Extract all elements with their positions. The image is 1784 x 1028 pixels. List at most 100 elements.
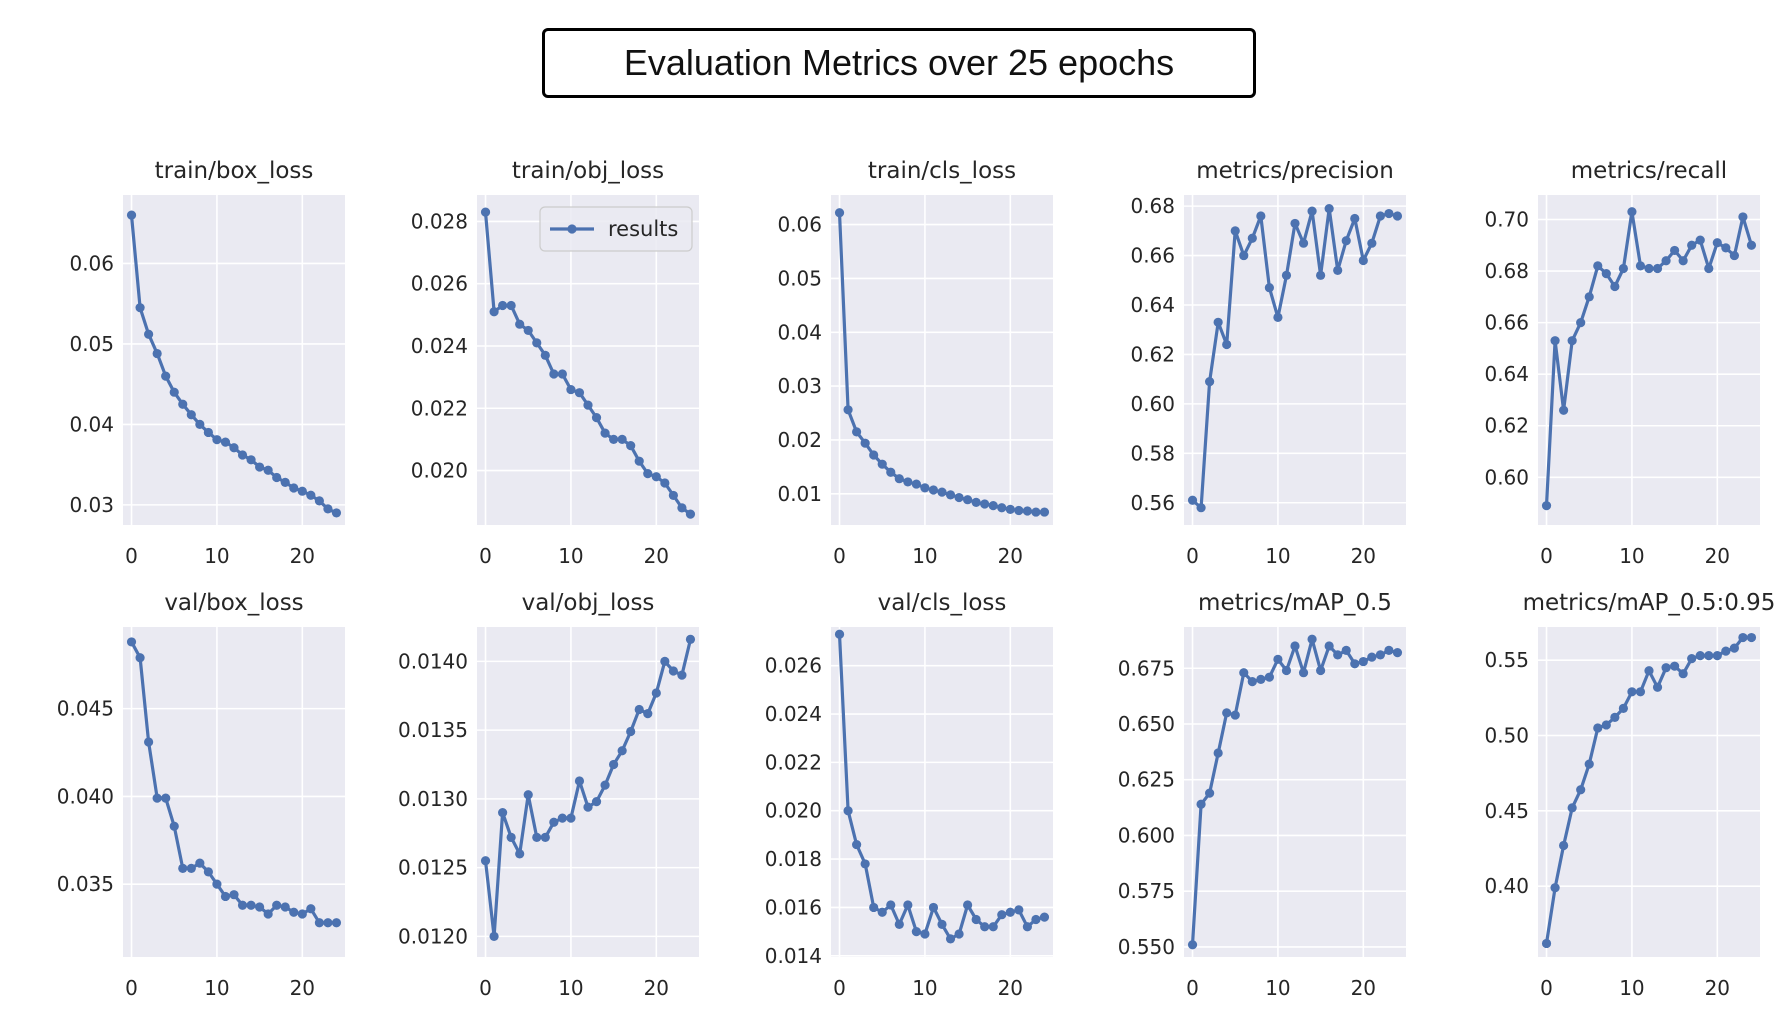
data-point [1627, 687, 1637, 697]
data-point [1584, 292, 1594, 302]
y-tick-label: 0.45 [1484, 799, 1529, 823]
data-point [566, 813, 576, 823]
data-point [1652, 682, 1663, 692]
data-point [1601, 269, 1611, 279]
y-tick-label: 0.60 [1484, 465, 1529, 489]
legend: results [539, 206, 693, 252]
data-point [1375, 211, 1385, 221]
data-point [634, 456, 644, 466]
panel-val-box-loss: 0 10 20 0.035 0.040 0.045 val/box_loss [57, 590, 345, 1000]
data-point [1644, 263, 1654, 274]
panel-metrics-recall: 0 10 20 0.60 0.62 0.64 0.66 0.68 0.70 metrics/rec… [1484, 158, 1760, 568]
data-point [1661, 663, 1671, 673]
data-point [1273, 312, 1283, 322]
data-point [1350, 213, 1360, 224]
data-point [1670, 661, 1680, 671]
data-point [1610, 712, 1620, 723]
data-point [314, 918, 324, 928]
data-point [1567, 803, 1577, 813]
y-tick-label: 0.01 [777, 482, 822, 506]
data-point [263, 909, 273, 919]
x-tick-label: 10 [204, 544, 229, 568]
data-point [306, 490, 316, 500]
data-point [523, 325, 533, 336]
data-point [1256, 674, 1266, 684]
data-point [1652, 263, 1663, 274]
x-tick-label: 10 [204, 976, 229, 1000]
data-point [1738, 212, 1748, 222]
data-point [1316, 270, 1326, 280]
data-point [306, 904, 316, 914]
panel-metrics-map-0-5: 0 10 20 0.550 0.575 0.600 0.625 0.650 0.675 metri… [1118, 590, 1406, 1000]
data-point [1239, 250, 1249, 261]
data-point [246, 900, 256, 910]
y-tick-label: 0.62 [1484, 414, 1529, 438]
data-point [489, 307, 499, 317]
y-tick-label: 0.55 [1484, 648, 1529, 672]
data-point [1559, 405, 1569, 415]
data-point [1635, 687, 1646, 697]
data-point [945, 490, 956, 500]
data-point [1678, 669, 1688, 679]
data-point [1559, 840, 1569, 851]
data-point [161, 793, 171, 803]
data-point [626, 441, 636, 451]
data-point [1281, 270, 1292, 280]
data-point [212, 435, 222, 445]
y-tick-label: 0.675 [1118, 656, 1175, 680]
data-point [1695, 235, 1705, 245]
data-point [651, 472, 661, 482]
data-point [963, 495, 973, 505]
plot-area [123, 627, 345, 957]
x-tick-label: 0 [1186, 976, 1199, 1000]
data-point [852, 839, 862, 850]
plot-area [831, 627, 1053, 957]
data-point [220, 437, 231, 447]
data-point [911, 479, 921, 489]
data-point [988, 501, 998, 511]
data-point [126, 637, 137, 647]
panel-metrics-precision: 0 10 20 0.56 0.58 0.60 0.62 0.64 0.66 0.68 metrics… [1130, 158, 1406, 568]
data-point [255, 902, 265, 912]
y-tick-label: 0.0130 [398, 787, 468, 811]
data-point [323, 918, 333, 928]
data-point [894, 919, 904, 929]
data-point [220, 891, 231, 902]
data-point [1670, 245, 1680, 256]
data-point [1576, 785, 1586, 795]
data-point [237, 450, 248, 460]
data-point [178, 863, 188, 873]
y-tick-label: 0.04 [69, 412, 114, 436]
data-point [195, 858, 205, 868]
y-tick-label: 0.03 [777, 374, 822, 398]
y-tick-label: 0.022 [765, 750, 822, 774]
x-tick-label: 20 [1351, 976, 1376, 1000]
x-tick-label: 0 [125, 976, 138, 1000]
data-point [860, 438, 870, 448]
x-tick-label: 20 [998, 544, 1023, 568]
data-point [643, 709, 653, 719]
x-tick-label: 0 [833, 544, 846, 568]
data-point [1618, 703, 1628, 713]
data-point [195, 419, 205, 429]
x-tick-label: 10 [558, 544, 583, 568]
data-point [869, 450, 879, 460]
plot-area [1538, 627, 1760, 957]
data-point [1256, 211, 1266, 221]
data-point [971, 497, 981, 507]
data-point [549, 369, 559, 379]
data-point [1205, 788, 1215, 798]
x-tick-label: 0 [1540, 976, 1553, 1000]
data-point [1031, 914, 1041, 925]
data-point [1273, 654, 1283, 664]
data-point [498, 300, 508, 311]
data-point [506, 300, 516, 311]
data-point [1601, 720, 1611, 730]
data-point [617, 746, 627, 756]
data-point [1333, 650, 1343, 660]
data-point [515, 319, 525, 329]
y-tick-label: 0.035 [57, 872, 114, 896]
data-point [1324, 641, 1334, 651]
x-tick-label: 10 [1265, 976, 1290, 1000]
data-point [852, 427, 862, 437]
